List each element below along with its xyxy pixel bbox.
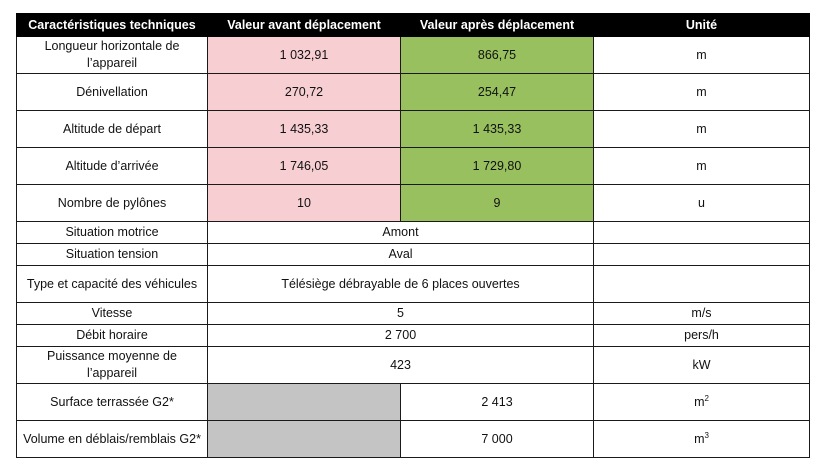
merged-value: 5	[207, 302, 594, 325]
value-after: 9	[400, 184, 594, 222]
row-label: Volume en déblais/remblais G2*	[16, 420, 208, 458]
row-label: Type et capacité des véhicules	[16, 265, 208, 303]
header-unit: Unité	[593, 13, 810, 37]
technical-characteristics-table: Caractéristiques techniques Valeur avant…	[16, 13, 810, 458]
row-label: Nombre de pylônes	[16, 184, 208, 222]
value-before: 1 746,05	[207, 147, 401, 185]
merged-value: 2 700	[207, 324, 594, 347]
merged-value: Télésiège débrayable de 6 places ouverte…	[207, 265, 594, 303]
table-row: Puissance moyenne de l’appareil 423 kW	[16, 346, 810, 384]
unit	[593, 221, 810, 244]
merged-value: Aval	[207, 243, 594, 266]
table-row: Dénivellation 270,72 254,47 m	[16, 73, 810, 111]
row-label: Situation tension	[16, 243, 208, 266]
merged-value: Amont	[207, 221, 594, 244]
empty-gray-cell	[207, 420, 401, 458]
unit: m	[593, 73, 810, 111]
header-row: Caractéristiques techniques Valeur avant…	[16, 13, 810, 37]
value-before: 1 435,33	[207, 110, 401, 148]
table-row: Longueur horizontale de l’appareil 1 032…	[16, 36, 810, 74]
row-label: Altitude de départ	[16, 110, 208, 148]
unit: pers/h	[593, 324, 810, 347]
unit-base: m	[694, 394, 705, 409]
value-before: 270,72	[207, 73, 401, 111]
unit: u	[593, 184, 810, 222]
table-row: Type et capacité des véhicules Télésiège…	[16, 265, 810, 303]
value-after: 7 000	[400, 420, 594, 458]
row-label: Longueur horizontale de l’appareil	[16, 36, 208, 74]
value-after: 1 729,80	[400, 147, 594, 185]
unit-base: m	[694, 431, 705, 446]
row-label: Vitesse	[16, 302, 208, 325]
unit: m	[593, 147, 810, 185]
value-after: 254,47	[400, 73, 594, 111]
table-row: Altitude de départ 1 435,33 1 435,33 m	[16, 110, 810, 148]
unit	[593, 265, 810, 303]
header-characteristics: Caractéristiques techniques	[16, 13, 208, 37]
value-before: 10	[207, 184, 401, 222]
unit: m	[593, 110, 810, 148]
table-row: Débit horaire 2 700 pers/h	[16, 324, 810, 347]
empty-gray-cell	[207, 383, 401, 421]
unit: m	[593, 36, 810, 74]
unit: m3	[593, 420, 810, 458]
value-after: 1 435,33	[400, 110, 594, 148]
row-label: Puissance moyenne de l’appareil	[16, 346, 208, 384]
row-label: Surface terrassée G2*	[16, 383, 208, 421]
table-row: Volume en déblais/remblais G2* 7 000 m3	[16, 420, 810, 458]
row-label: Situation motrice	[16, 221, 208, 244]
row-label: Altitude d’arrivée	[16, 147, 208, 185]
table-row: Vitesse 5 m/s	[16, 302, 810, 325]
unit: kW	[593, 346, 810, 384]
row-label: Débit horaire	[16, 324, 208, 347]
table-row: Surface terrassée G2* 2 413 m2	[16, 383, 810, 421]
table-row: Situation motrice Amont	[16, 221, 810, 244]
unit-exponent: 2	[704, 393, 709, 403]
value-before: 1 032,91	[207, 36, 401, 74]
value-after: 2 413	[400, 383, 594, 421]
table-row: Situation tension Aval	[16, 243, 810, 266]
header-value-before: Valeur avant déplacement	[207, 13, 401, 37]
unit: m2	[593, 383, 810, 421]
value-after: 866,75	[400, 36, 594, 74]
unit-exponent: 3	[704, 430, 709, 440]
table-row: Altitude d’arrivée 1 746,05 1 729,80 m	[16, 147, 810, 185]
unit: m/s	[593, 302, 810, 325]
table-row: Nombre de pylônes 10 9 u	[16, 184, 810, 222]
merged-value: 423	[207, 346, 594, 384]
row-label: Dénivellation	[16, 73, 208, 111]
header-value-after: Valeur après déplacement	[400, 13, 594, 37]
unit	[593, 243, 810, 266]
